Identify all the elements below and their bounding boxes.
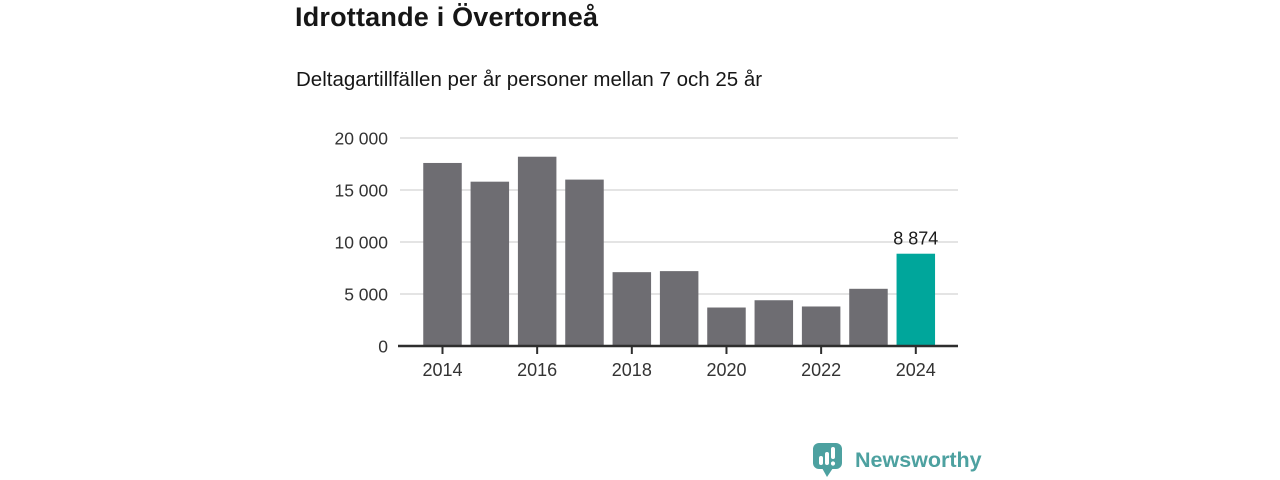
bar-2015 (470, 181, 510, 346)
chart-title: Idrottande i Övertorneå (295, 2, 599, 32)
y-tick-label-10000: 10 000 (334, 233, 388, 253)
bar-2022 (801, 306, 841, 346)
x-tick-label-2016: 2016 (517, 360, 557, 380)
y-tick-label-15000: 15 000 (334, 181, 388, 201)
bar-2021 (754, 300, 794, 346)
highlight-value-label: 8 874 (893, 229, 938, 249)
chart-subtitle: Deltagartillfällen per år personer mella… (296, 68, 763, 91)
y-tick-label-5000: 5 000 (344, 285, 388, 305)
brand-name: Newsworthy (855, 448, 982, 472)
x-tick-label-2018: 2018 (612, 360, 652, 380)
x-tick-label-2022: 2022 (801, 360, 841, 380)
bar-chart-speech-bubble-icon (813, 443, 842, 477)
x-tick-label-2024: 2024 (896, 360, 936, 380)
bar-2016 (517, 156, 557, 346)
bar-2017 (565, 179, 604, 346)
bar-2014 (423, 162, 462, 346)
bar-2019 (659, 271, 699, 346)
bar-2018 (612, 272, 652, 346)
y-tick-label-0: 0 (378, 337, 388, 357)
x-tick-label-2020: 2020 (706, 360, 746, 380)
bar-2024 (896, 253, 936, 346)
bar-2020 (707, 307, 746, 346)
bar-2023 (849, 288, 888, 346)
newsworthy-logo[interactable]: Newsworthy (812, 442, 982, 478)
y-tick-label-20000: 20 000 (334, 129, 388, 149)
x-tick-label-2014: 2014 (422, 360, 462, 380)
